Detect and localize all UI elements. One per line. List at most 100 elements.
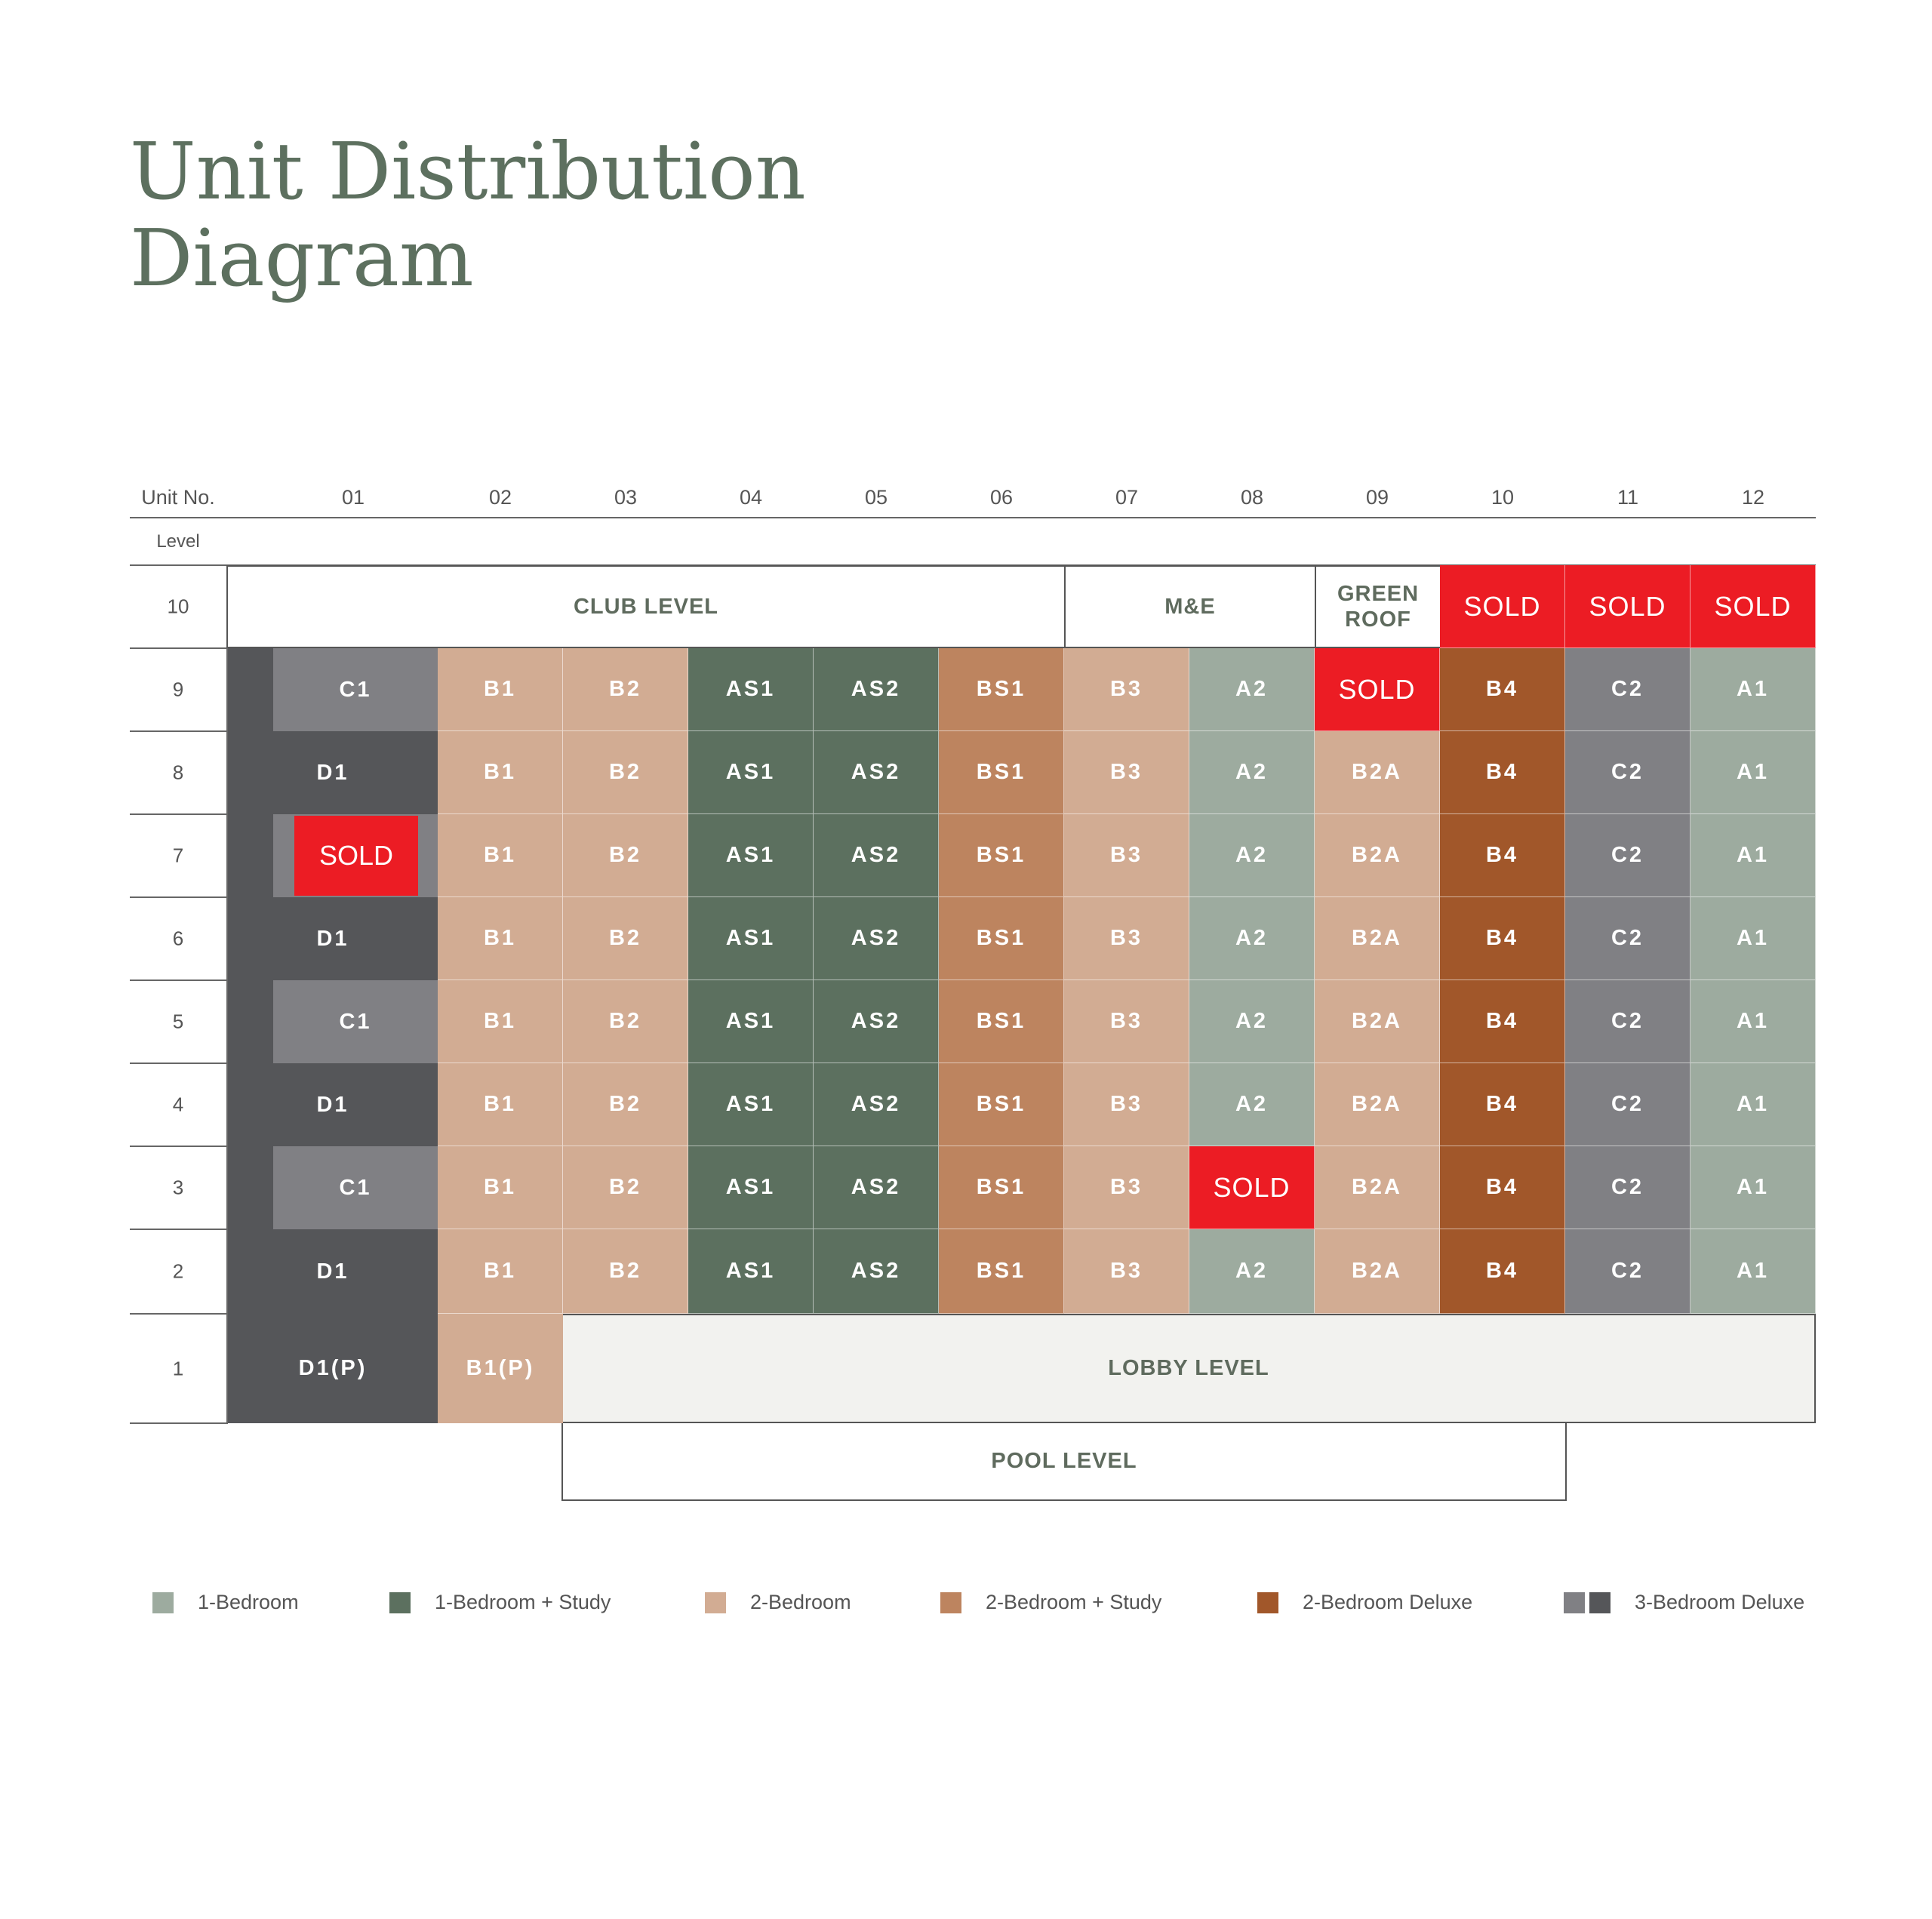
level-label-1: 1	[172, 1357, 184, 1379]
unit-cell: BS1	[939, 980, 1064, 1063]
unit-cell: A2	[1189, 648, 1315, 731]
level-label-5: 5	[172, 1010, 184, 1033]
unit-cell: AS2	[814, 980, 939, 1063]
unit-cell: AS2	[814, 814, 939, 897]
unit-cell: B1	[438, 980, 563, 1063]
legend-label: 2-Bedroom Deluxe	[1303, 1591, 1473, 1613]
unit-cell: AS2	[814, 648, 939, 731]
unit-cell: B2	[563, 980, 688, 1063]
level-separator	[130, 647, 228, 649]
level-label-9: 9	[172, 678, 184, 701]
unit-cell: AS1	[688, 648, 814, 731]
level-separator	[130, 979, 228, 981]
unit-cell: B4	[1440, 648, 1565, 731]
unit-number-header: 10	[1491, 486, 1515, 509]
unit-cell: D1	[228, 1063, 438, 1146]
unit-cell: B3	[1064, 1063, 1189, 1146]
legend-item: 2-Bedroom	[705, 1591, 851, 1614]
unit-cell: A1	[1690, 1063, 1816, 1146]
unit-cell: BS1	[939, 1229, 1064, 1314]
legend-label: 2-Bedroom	[750, 1591, 851, 1613]
unit-cell: BS1	[939, 731, 1064, 814]
level-label-10: 10	[167, 595, 189, 618]
unit-number-header: 01	[341, 486, 365, 509]
unit-cell: B4	[1440, 814, 1565, 897]
unit-cell: B1	[438, 648, 563, 731]
unit-cell: AS2	[814, 897, 939, 980]
level-separator	[130, 1063, 228, 1064]
legend-item: 1-Bedroom + Study	[389, 1591, 611, 1614]
legend-item: 1-Bedroom	[152, 1591, 299, 1614]
m-and-e: M&E	[1064, 565, 1316, 648]
unit-cell: A1	[1690, 648, 1816, 731]
sold-badge: SOLD	[1440, 565, 1565, 648]
unit-cell: AS2	[814, 731, 939, 814]
unit-no-label: Unit No.	[141, 486, 215, 509]
legend-swatch	[152, 1591, 174, 1613]
club-level: CLUB LEVEL	[226, 565, 1066, 648]
title-line-2: Diagram	[130, 212, 474, 304]
legend-swatch	[1257, 1591, 1278, 1613]
unit-cell: B2	[563, 1229, 688, 1314]
legend-item: 2-Bedroom Deluxe	[1257, 1591, 1472, 1614]
unit-cell: C2	[1565, 1146, 1690, 1229]
unit-cell: B4	[1440, 980, 1565, 1063]
unit-number-header: 07	[1115, 486, 1139, 509]
unit-cell: B2A	[1315, 980, 1440, 1063]
legend-label: 1-Bedroom	[198, 1591, 299, 1613]
unit-cell: C1	[273, 1146, 438, 1229]
unit-cell: B2A	[1315, 731, 1440, 814]
unit-spine	[228, 980, 273, 1063]
unit-cell: AS1	[688, 1063, 814, 1146]
unit-cell: B1	[438, 731, 563, 814]
unit-cell: B2A	[1315, 1146, 1440, 1229]
unit-number-header: 12	[1741, 486, 1765, 509]
unit-cell: C1	[273, 648, 438, 731]
legend-swatch	[1564, 1591, 1585, 1613]
unit-cell: B3	[1064, 1229, 1189, 1314]
header-rule	[130, 517, 1816, 518]
page-title: Unit Distribution Diagram	[130, 128, 806, 302]
unit-cell: B3	[1064, 814, 1189, 897]
unit-cell: AS1	[688, 980, 814, 1063]
green-roof: GREEN ROOF	[1315, 565, 1441, 648]
unit-cell: B2	[563, 731, 688, 814]
level-separator	[130, 1422, 228, 1424]
unit-cell: A1	[1690, 1229, 1816, 1314]
sold-badge: SOLD	[294, 816, 418, 896]
level-column-divider	[226, 565, 228, 1423]
unit-cell: A1	[1690, 980, 1816, 1063]
legend-swatch	[1589, 1591, 1611, 1613]
level-separator	[130, 1313, 228, 1315]
level-label-7: 7	[172, 844, 184, 867]
legend-swatch	[705, 1591, 726, 1613]
unit-cell: C2	[1565, 897, 1690, 980]
unit-spine	[228, 1146, 273, 1229]
unit-cell: B4	[1440, 1063, 1565, 1146]
unit-cell: D1	[228, 731, 438, 814]
unit-cell: B3	[1064, 1146, 1189, 1229]
unit-spine	[228, 648, 273, 731]
unit-cell: B2A	[1315, 1229, 1440, 1314]
unit-cell: BS1	[939, 1146, 1064, 1229]
unit-number-header: 06	[989, 486, 1014, 509]
unit-cell: B3	[1064, 648, 1189, 731]
unit-cell: B2	[563, 1146, 688, 1229]
level-separator	[130, 1146, 228, 1147]
unit-number-header: 04	[739, 486, 763, 509]
level-label-2: 2	[172, 1259, 184, 1283]
unit-cell: AS2	[814, 1146, 939, 1229]
unit-cell: B3	[1064, 980, 1189, 1063]
unit-cell: B2A	[1315, 814, 1440, 897]
unit-cell: B2A	[1315, 1063, 1440, 1146]
title-line-1: Unit Distribution	[130, 125, 806, 217]
level-separator	[130, 896, 228, 898]
unit-cell: B1	[438, 1146, 563, 1229]
unit-cell: AS2	[814, 1063, 939, 1146]
sold-badge: SOLD	[1315, 648, 1440, 731]
unit-number-header: 11	[1617, 486, 1639, 509]
unit-cell: B1	[438, 814, 563, 897]
unit-cell: A2	[1189, 814, 1315, 897]
unit-cell: C2	[1565, 980, 1690, 1063]
